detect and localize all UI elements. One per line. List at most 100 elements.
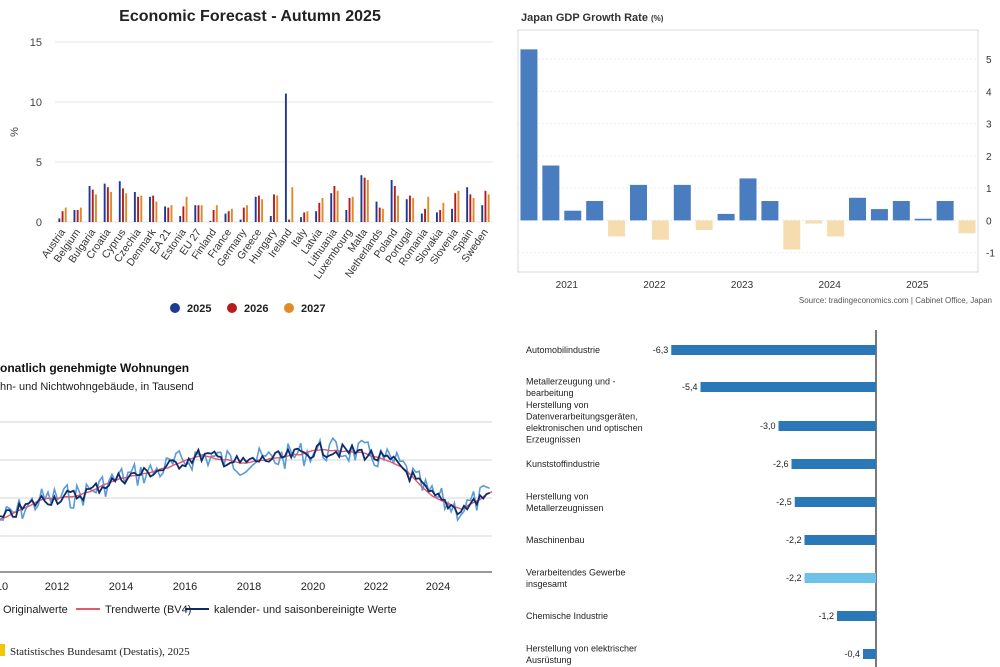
ind-category-label: Metallerzeugnissen — [526, 503, 604, 513]
eu-forecast-svg: Economic Forecast - Autumn 2025 % 0 5 10 15… — [9, 8, 493, 315]
germany-housing-chart: onatlich genehmigte Wohnungen hn- und Ni… — [0, 330, 505, 667]
eu-bar-2025 — [390, 180, 393, 222]
ind-bar — [863, 649, 876, 659]
japan-gdp-chart: Japan GDP Growth Rate (%) Source: tradin… — [508, 0, 1000, 330]
de-chart-title: onatlich genehmigte Wohnungen — [0, 361, 189, 375]
jp-bar — [827, 220, 845, 237]
eu-bar-2026 — [227, 211, 230, 222]
eu-bar-2027 — [381, 208, 384, 222]
eu-bar-2027 — [397, 195, 399, 222]
eu-y-axis-label: % — [9, 127, 21, 137]
eu-bar-2026 — [212, 210, 215, 222]
eu-bar-2025 — [451, 208, 453, 222]
eu-y-tick-label: 10 — [30, 97, 42, 109]
ind-bar — [804, 573, 876, 583]
eu-bar-2026 — [152, 195, 155, 222]
jp-y-tick-label: 2 — [986, 152, 992, 163]
jp-x-tick-label: 2024 — [819, 280, 842, 291]
jp-bar — [520, 49, 538, 221]
de-line-trend — [0, 448, 493, 520]
de-source-note: Statistisches Bundesamt (Destatis), 2025 — [10, 646, 190, 658]
de-legend-label: kalender- und saisonbereinigte Werte — [214, 604, 397, 616]
jp-x-tick-label: 2025 — [906, 280, 929, 291]
eu-bar-2026 — [76, 210, 79, 222]
japan-gdp-svg: Japan GDP Growth Rate (%) Source: tradin… — [517, 12, 995, 305]
de-x-tick-label: 2014 — [109, 581, 133, 593]
jp-y-tick-label: 0 — [986, 216, 992, 227]
eu-bar-2026 — [106, 187, 109, 222]
eu-bar-2027 — [487, 194, 490, 222]
eu-bar-2026 — [318, 202, 321, 222]
jp-chart-title: Japan GDP Growth Rate (%) — [521, 12, 664, 24]
eu-bar-2025 — [209, 220, 212, 222]
eu-bar-2027 — [95, 194, 97, 222]
eu-bar-2025 — [284, 93, 287, 222]
eu-bar-2027 — [276, 195, 279, 222]
ind-category-label: Metallerzeugung und - — [526, 376, 616, 386]
ind-value-label: -0,4 — [844, 649, 860, 659]
ind-category-label: Ausrüstung — [526, 655, 572, 665]
jp-bar — [805, 220, 823, 224]
jp-bar — [936, 201, 954, 221]
eu-bar-2027 — [291, 187, 294, 222]
ind-category-label: Maschinenbau — [526, 535, 585, 545]
eu-bar-2027 — [472, 198, 475, 222]
jp-bar — [870, 209, 888, 221]
eu-bar-2025 — [360, 175, 363, 222]
ind-category-label: Kunststoffindustrie — [526, 459, 600, 469]
jp-bar — [651, 220, 669, 240]
jp-bar — [761, 201, 779, 221]
jp-bar — [608, 220, 626, 237]
ind-category-label: Herstellung von — [526, 400, 589, 410]
germany-housing-svg: onatlich genehmigte Wohnungen hn- und Ni… — [0, 361, 493, 658]
ind-value-label: -2,6 — [773, 459, 789, 469]
industry-bar-svg: -6,3 Automobilindustrie -5,4 Metallerzeugun… — [526, 330, 877, 667]
jp-bar — [586, 201, 604, 221]
eu-bar-2025 — [73, 210, 76, 222]
jp-bar — [542, 165, 560, 221]
jp-bar — [717, 213, 735, 221]
eu-bar-2025 — [58, 218, 61, 222]
eu-bar-2027 — [64, 207, 67, 222]
industry-bar-chart: -6,3 Automobilindustrie -5,4 Metallerzeugun… — [508, 330, 1000, 667]
jp-plot-frame — [517, 29, 979, 273]
eu-bar-2026 — [424, 208, 426, 222]
eu-bar-2026 — [182, 206, 185, 222]
ind-category-label: bearbeitung — [526, 388, 574, 398]
eu-bar-2027 — [200, 205, 203, 222]
eu-bar-2026 — [288, 219, 291, 222]
eu-bar-2027 — [170, 205, 173, 222]
ind-value-label: -2,2 — [786, 573, 802, 583]
eu-bar-2025 — [375, 201, 378, 222]
jp-bar — [739, 178, 757, 221]
eu-bar-2025 — [481, 205, 484, 222]
eu-y-tick-label: 15 — [30, 37, 42, 49]
eu-bar-2027 — [427, 196, 430, 222]
jp-bar — [673, 184, 691, 221]
jp-x-tick-label: 2022 — [643, 280, 666, 291]
eu-bar-2025 — [330, 193, 333, 222]
ind-bar — [778, 421, 876, 431]
eu-bar-2027 — [125, 193, 128, 222]
ind-category-label: Verarbeitendes Gewerbe — [526, 567, 626, 577]
ind-category-label: Datenverarbeitungsgeräten, — [526, 411, 638, 421]
eu-bar-2027 — [185, 196, 188, 222]
eu-bar-2026 — [484, 190, 487, 222]
eu-bar-2026 — [122, 188, 124, 222]
eu-bar-2027 — [140, 195, 143, 222]
eu-bar-2027 — [336, 190, 339, 222]
eu-bar-2025 — [133, 192, 136, 222]
eu-bar-2027 — [321, 198, 324, 222]
eu-legend-marker — [170, 303, 180, 313]
ind-category-label: Erzeugnissen — [526, 434, 581, 444]
ind-value-label: -6,3 — [653, 345, 669, 355]
jp-bar — [564, 210, 582, 221]
eu-legend-label: 2026 — [244, 303, 268, 315]
eu-bar-2026 — [167, 207, 170, 222]
eu-bar-2027 — [412, 198, 415, 222]
jp-bar — [914, 218, 932, 221]
eu-bar-2025 — [405, 199, 408, 222]
jp-bar — [695, 220, 713, 231]
eu-bar-2025 — [435, 212, 438, 222]
eu-bar-2026 — [91, 189, 94, 222]
